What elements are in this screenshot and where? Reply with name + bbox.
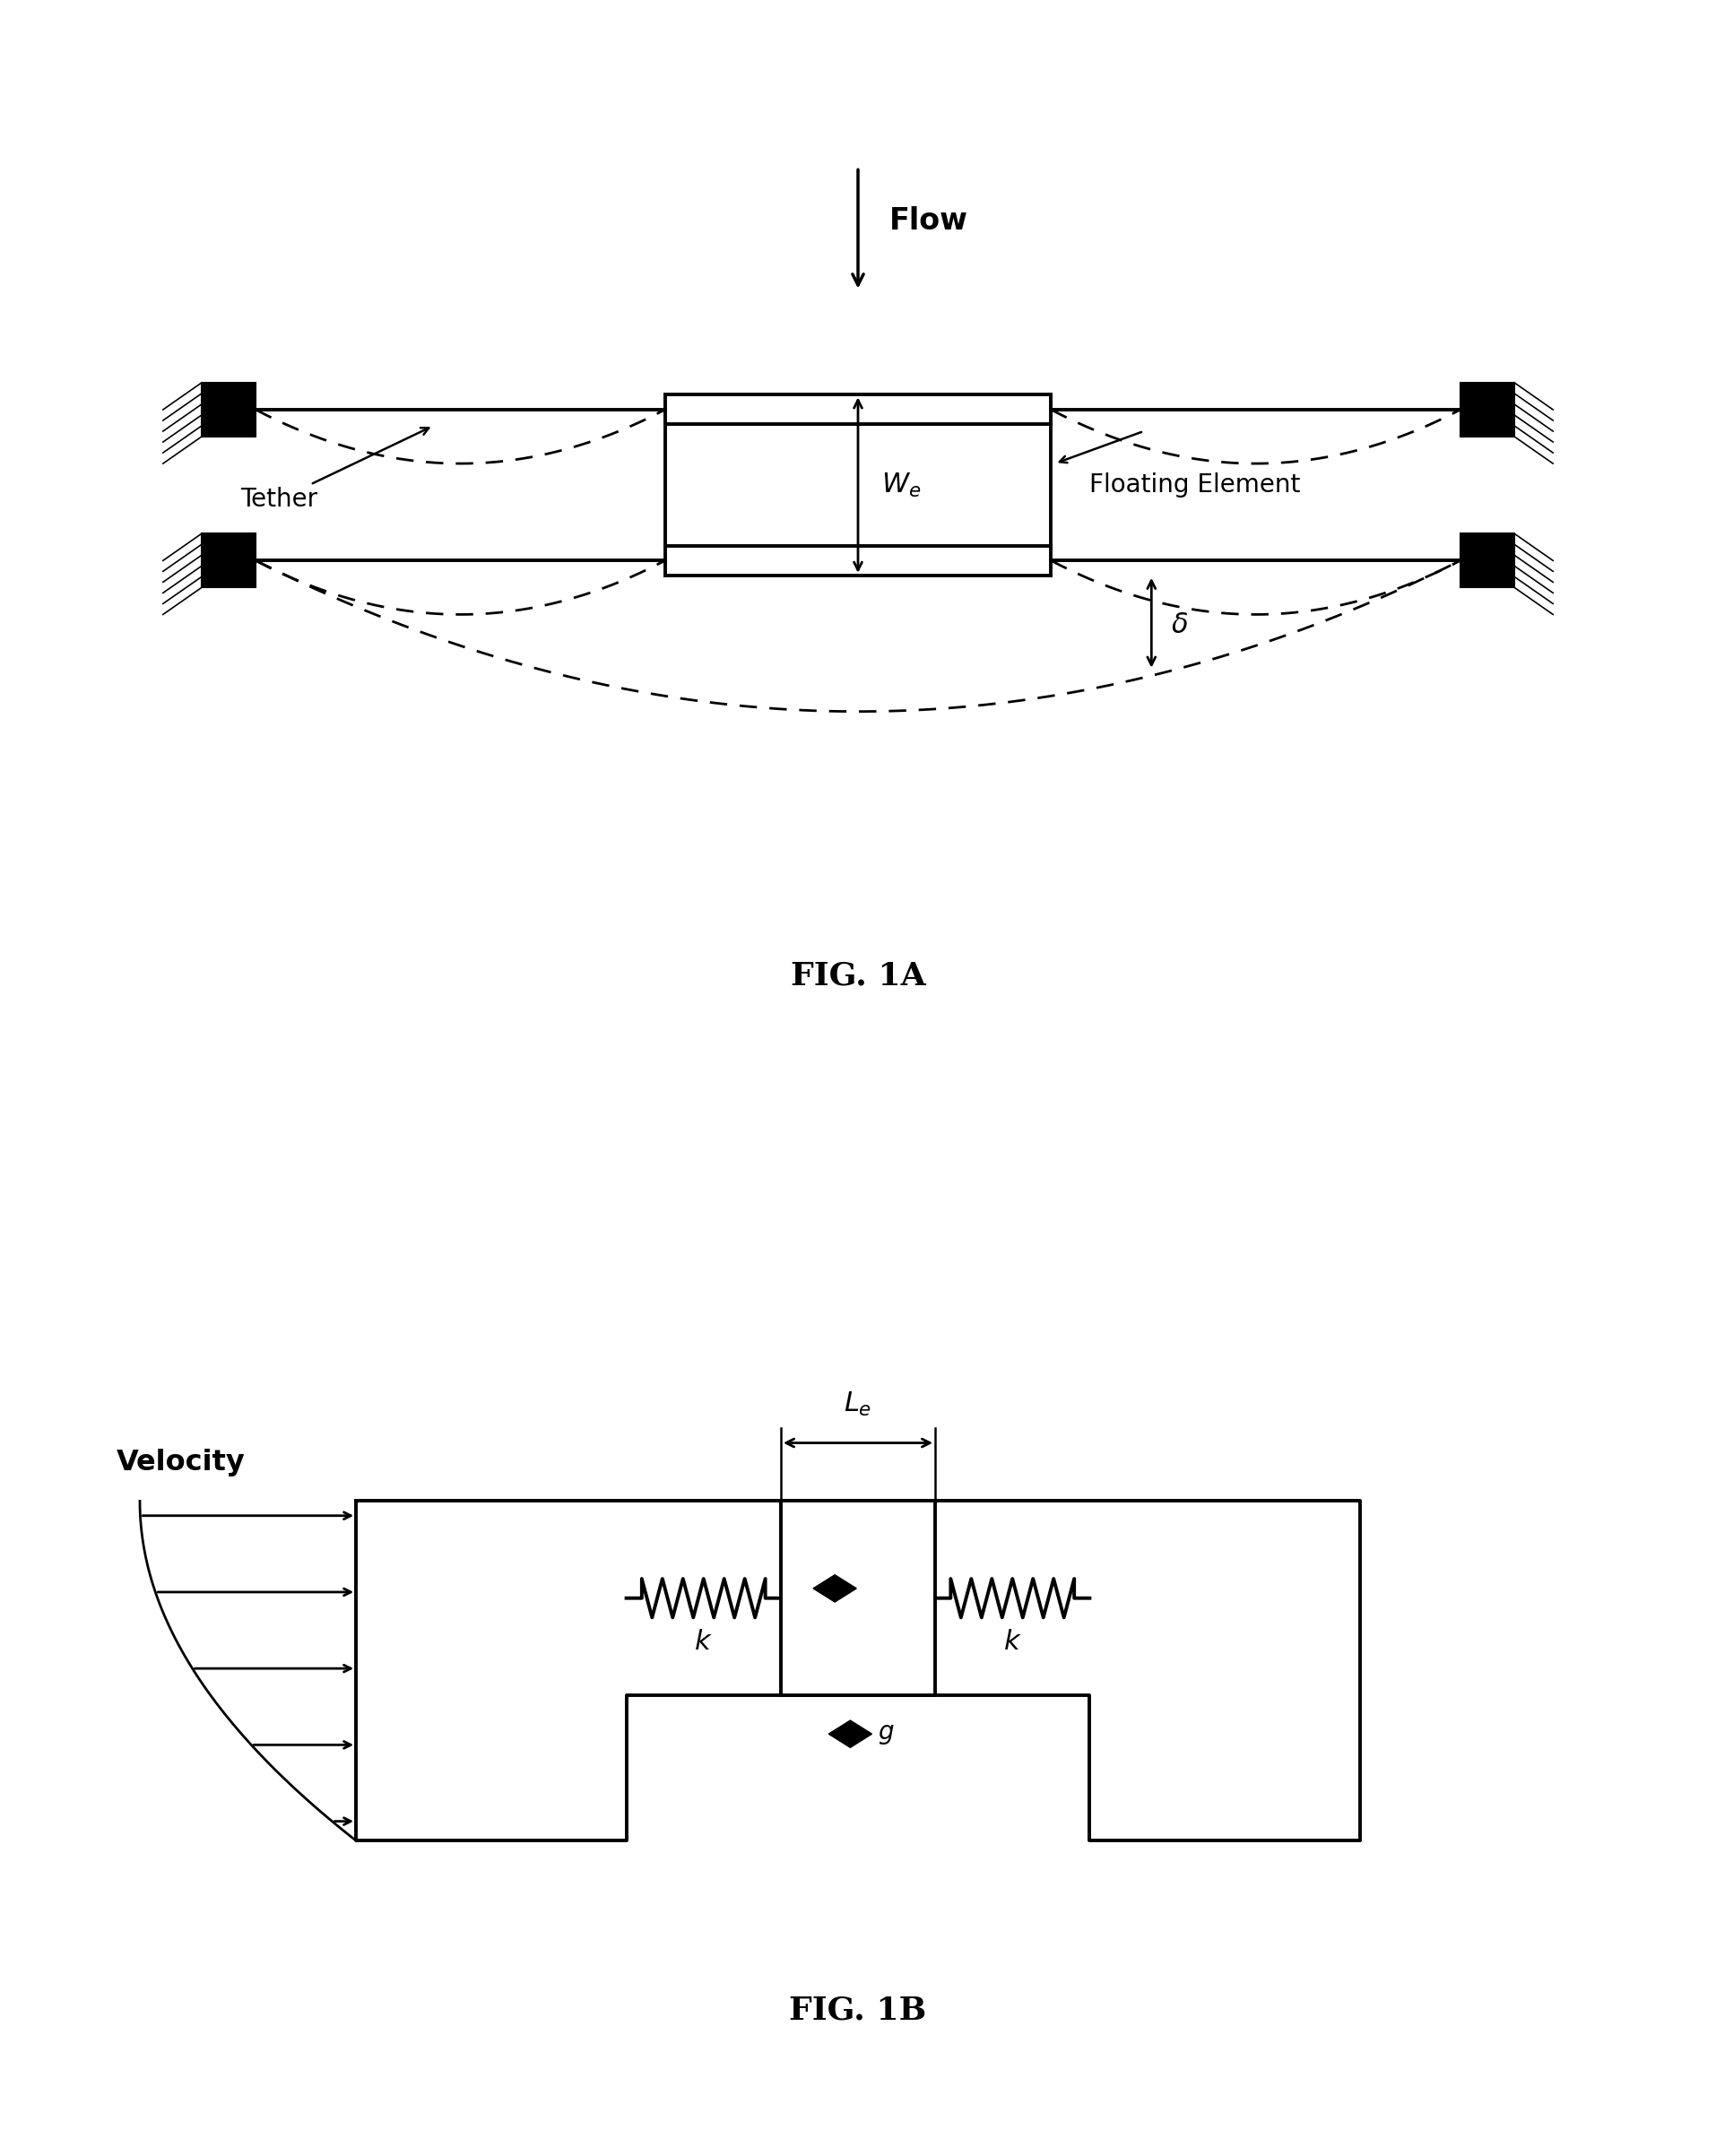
Text: Tether: Tether xyxy=(240,427,429,511)
Text: $k$: $k$ xyxy=(695,1628,712,1656)
Text: $k$: $k$ xyxy=(1004,1628,1021,1656)
Text: Velocity: Velocity xyxy=(117,1449,245,1477)
Bar xyxy=(1460,535,1515,589)
Bar xyxy=(781,1501,935,1695)
Text: FIG. 1A: FIG. 1A xyxy=(791,959,925,992)
Bar xyxy=(202,535,256,589)
Text: Floating Element: Floating Element xyxy=(1090,472,1301,498)
Polygon shape xyxy=(829,1720,872,1749)
Bar xyxy=(1460,384,1515,438)
Text: $t$: $t$ xyxy=(867,1576,879,1602)
Bar xyxy=(666,395,1050,425)
Text: $W_e$: $W_e$ xyxy=(882,472,921,498)
Polygon shape xyxy=(813,1574,856,1602)
Text: $g$: $g$ xyxy=(877,1720,894,1746)
Text: $\delta$: $\delta$ xyxy=(1170,612,1187,638)
Text: $L_e$: $L_e$ xyxy=(844,1391,872,1419)
Text: Flow: Flow xyxy=(889,207,968,235)
Text: FIG. 1B: FIG. 1B xyxy=(789,1994,927,2027)
Bar xyxy=(202,384,256,438)
